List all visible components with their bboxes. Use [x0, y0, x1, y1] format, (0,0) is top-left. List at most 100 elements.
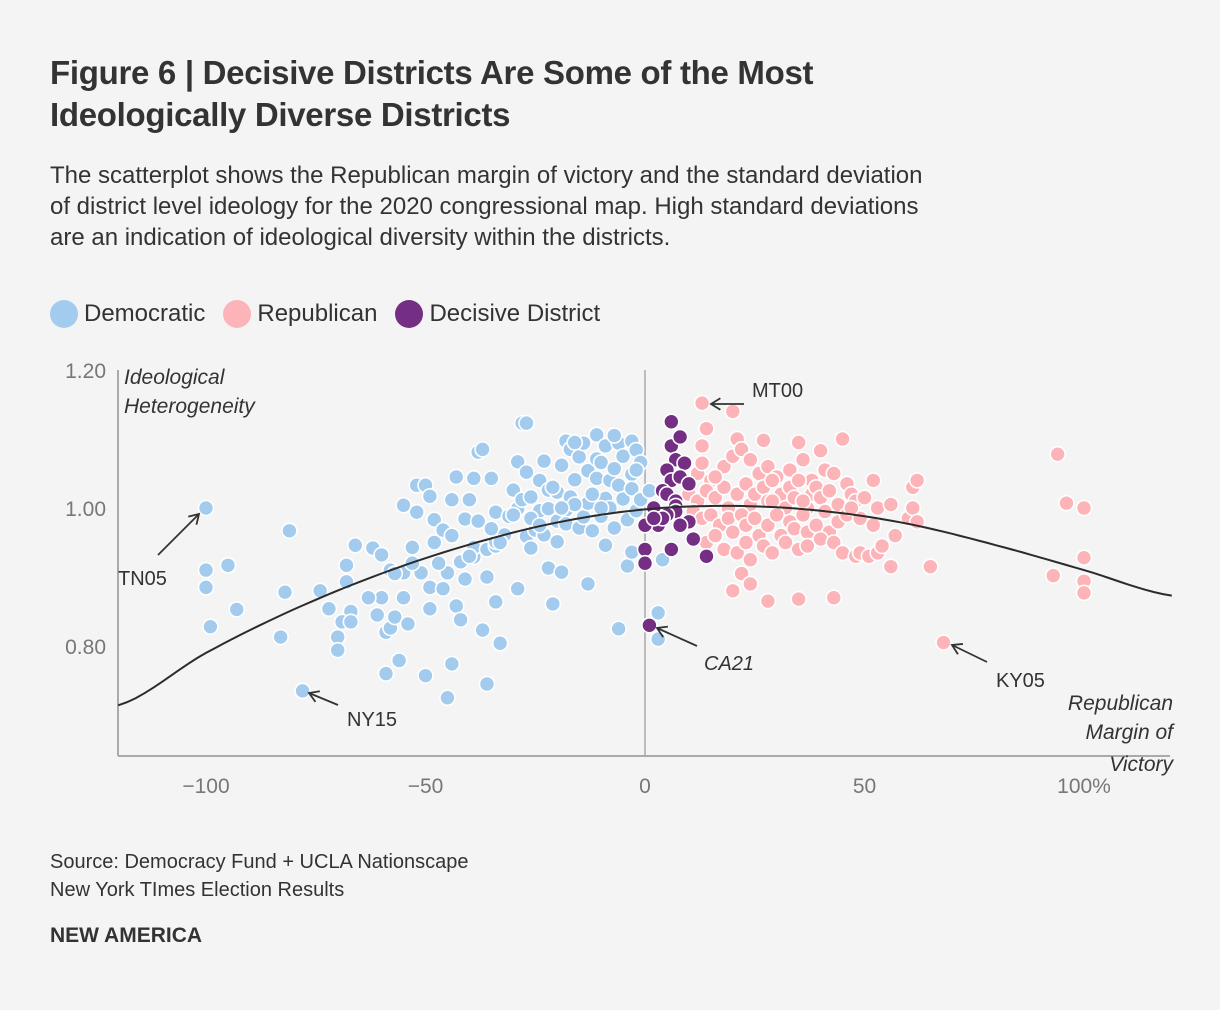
brand-logo: NEW AMERICA	[50, 924, 203, 947]
decisive-district-point	[663, 413, 680, 431]
democratic-point	[390, 652, 408, 669]
x-tick-label: 50	[853, 775, 876, 798]
democratic-point	[456, 570, 474, 588]
democratic-point	[197, 499, 215, 517]
democratic-point	[487, 593, 505, 611]
democratic-point	[228, 601, 246, 618]
democratic-point	[342, 613, 360, 631]
democratic-point	[627, 461, 645, 479]
democratic-point	[408, 503, 426, 521]
annotations: TN05 NY15 MT00 CA21 KY05	[118, 380, 1045, 731]
republican-point	[904, 499, 922, 517]
republican-point	[759, 592, 777, 610]
democratic-point	[570, 448, 588, 466]
democratic-point	[474, 441, 491, 458]
republican-point	[1058, 494, 1075, 512]
annotation-label: MT00	[752, 380, 803, 402]
legend-label-republican: Republican	[257, 300, 378, 327]
x-tick-label: −50	[408, 775, 444, 798]
democratic-point	[504, 506, 522, 524]
annotation-label: CA21	[704, 653, 754, 675]
source-line-2: New York TImes Election Results	[50, 879, 345, 901]
annotation-label: KY05	[996, 670, 1045, 692]
democratic-point	[197, 579, 215, 596]
republican-point	[882, 558, 900, 575]
republican-swatch-icon	[223, 300, 252, 328]
trend-line	[117, 504, 1172, 707]
republican-point	[693, 394, 711, 412]
democratic-point	[522, 488, 540, 506]
democratic-point	[452, 611, 469, 629]
republican-point	[790, 434, 807, 451]
democratic-point	[272, 628, 289, 646]
republican-point	[777, 534, 794, 551]
democratic-point	[649, 604, 667, 622]
democratic-point	[588, 426, 606, 444]
democratic-swatch-icon	[50, 300, 78, 328]
annotation-label: TN05	[118, 568, 167, 590]
democratic-point	[535, 452, 553, 470]
democratic-point	[605, 427, 623, 444]
republican-point	[746, 510, 764, 527]
democratic-point	[548, 533, 566, 551]
legend: Democratic Republican Decisive District	[50, 300, 618, 328]
subtitle-line-2: of district level ideology for the 2020 …	[50, 193, 919, 220]
decisive-district-point	[684, 530, 702, 548]
republican-point	[1044, 567, 1062, 584]
arrow-icon	[157, 513, 200, 556]
republican-point	[742, 551, 759, 569]
republican-point	[764, 492, 781, 510]
democratic-point	[434, 580, 452, 598]
republican-point	[706, 468, 724, 486]
democratic-point	[373, 546, 390, 564]
democratic-point	[443, 527, 461, 544]
democratic-point	[623, 543, 641, 561]
democratic-point	[478, 675, 496, 693]
decisive-district-point	[676, 454, 693, 472]
democratic-point	[417, 667, 434, 684]
democratic-point	[395, 496, 412, 514]
legend-item-decisive: Decisive District	[395, 300, 600, 328]
democratic-point	[649, 630, 667, 648]
democratic-point	[202, 618, 219, 635]
democratic-point	[447, 597, 465, 615]
democratic-point	[597, 536, 614, 554]
democratic-point	[584, 485, 601, 503]
republican-point	[864, 472, 882, 489]
democratic-point	[623, 480, 641, 497]
arrow-icon	[656, 627, 698, 647]
republican-point	[1075, 499, 1093, 517]
x-axis-title-line-2: Margin of	[1085, 721, 1175, 744]
republican-point	[724, 582, 742, 600]
republican-point	[724, 523, 742, 541]
legend-label-decisive: Decisive District	[429, 300, 601, 327]
republican-point	[693, 454, 711, 472]
democratic-point	[605, 519, 623, 537]
source-line-1: Source: Democracy Fund + UCLA Nationscap…	[50, 851, 469, 873]
democratic-point	[439, 689, 456, 707]
democratic-point	[584, 522, 601, 540]
arrowhead-icon	[655, 625, 669, 638]
decisive-district-point	[680, 475, 698, 493]
democratic-point	[522, 539, 540, 557]
democratic-point	[430, 554, 447, 572]
x-axis-title-line-1: Republican	[1068, 692, 1173, 715]
y-tick-label: 1.00	[65, 498, 106, 521]
legend-item-democratic: Democratic	[50, 300, 205, 328]
republican-point	[706, 527, 724, 544]
democratic-point	[553, 456, 570, 474]
source-note: Source: Democracy Fund + UCLA Nationscap…	[50, 848, 469, 904]
republican-point	[764, 544, 781, 562]
democratic-point	[566, 434, 584, 451]
decisive-district-point	[636, 541, 654, 558]
annotation-mt00: MT00	[709, 380, 803, 411]
democratic-point	[443, 655, 461, 673]
democratic-point	[579, 575, 597, 593]
democratic-point	[197, 561, 215, 579]
arrowhead-icon	[188, 512, 201, 525]
chart-title-line-1: Figure 6 | Decisive Districts Are Some o…	[50, 54, 814, 91]
democratic-point	[404, 539, 421, 556]
x-tick-label: 100%	[1057, 775, 1111, 798]
y-axis-title-line-1: Ideological	[124, 366, 226, 389]
democratic-point	[566, 471, 584, 489]
